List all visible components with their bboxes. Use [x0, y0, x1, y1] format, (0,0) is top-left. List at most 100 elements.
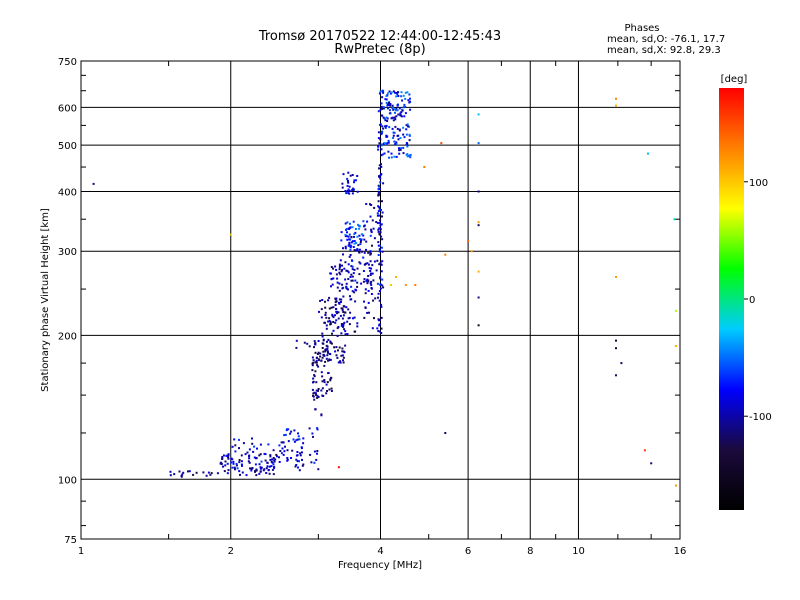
data-point — [408, 101, 411, 104]
data-point — [379, 276, 382, 279]
data-point — [380, 215, 383, 218]
data-point — [340, 332, 343, 335]
data-point — [378, 188, 381, 191]
data-point — [339, 361, 342, 364]
data-point — [223, 470, 226, 473]
data-point — [341, 287, 344, 290]
data-point — [320, 316, 323, 319]
data-point — [380, 263, 383, 266]
data-point — [353, 291, 356, 294]
data-point — [325, 357, 328, 360]
data-point — [354, 231, 357, 234]
colorbar-label: [deg] — [721, 74, 748, 85]
data-point — [330, 306, 333, 309]
data-point — [270, 465, 273, 468]
data-point — [325, 316, 328, 319]
data-point — [356, 322, 359, 325]
data-point — [324, 311, 327, 314]
data-point — [299, 454, 302, 457]
data-point — [402, 126, 405, 129]
data-point — [385, 95, 388, 97]
data-point — [341, 317, 344, 320]
y-tick-label: 100 — [58, 475, 77, 486]
data-point — [335, 273, 338, 276]
data-point — [324, 300, 326, 303]
data-point — [343, 267, 346, 270]
data-point — [353, 179, 356, 182]
data-point — [345, 269, 348, 272]
data-point — [316, 428, 319, 431]
data-point — [389, 103, 392, 105]
data-point — [326, 390, 328, 392]
data-point — [409, 156, 412, 159]
data-point — [315, 356, 318, 359]
data-point — [326, 347, 329, 350]
data-point — [317, 358, 320, 361]
data-point — [367, 263, 370, 266]
data-point — [317, 468, 320, 471]
data-point — [301, 451, 303, 454]
data-point — [236, 467, 239, 470]
data-point — [378, 248, 381, 251]
data-point — [440, 142, 443, 145]
data-point — [370, 230, 373, 232]
y-tick-label: 500 — [58, 141, 77, 152]
data-point — [378, 227, 381, 230]
data-point — [329, 321, 332, 324]
data-point — [620, 362, 623, 365]
data-point — [376, 212, 379, 215]
data-point — [329, 340, 332, 343]
data-point — [313, 398, 316, 401]
data-point — [332, 316, 335, 319]
x-tick-label: 1 — [78, 546, 84, 557]
data-point — [328, 296, 331, 299]
data-point — [398, 152, 401, 155]
data-point — [408, 93, 411, 96]
data-point — [178, 470, 181, 473]
data-point — [300, 447, 303, 450]
data-point — [388, 126, 391, 129]
data-point — [251, 437, 253, 440]
data-point — [396, 134, 399, 137]
data-point — [280, 441, 283, 444]
x-tick-label: 8 — [527, 546, 533, 557]
data-point — [250, 467, 253, 470]
data-point — [314, 361, 317, 364]
data-point — [291, 449, 294, 452]
data-point — [380, 163, 382, 166]
data-point — [379, 231, 382, 234]
data-point — [195, 471, 198, 474]
data-point — [406, 91, 409, 94]
data-point — [325, 383, 328, 386]
data-point — [381, 96, 384, 99]
data-point — [187, 470, 189, 473]
data-point — [352, 272, 355, 275]
data-point — [344, 344, 347, 347]
data-point — [377, 205, 380, 208]
data-point — [377, 148, 380, 151]
data-point — [356, 249, 359, 251]
data-point — [615, 104, 617, 107]
data-point — [326, 345, 329, 348]
data-point — [360, 238, 363, 241]
data-point — [232, 460, 235, 463]
data-point — [361, 250, 363, 253]
data-point — [363, 316, 366, 319]
data-point — [355, 241, 358, 244]
data-point — [298, 469, 301, 472]
data-point — [330, 387, 333, 390]
data-point — [258, 454, 261, 457]
data-point — [348, 255, 351, 258]
data-point — [351, 192, 354, 195]
data-point — [342, 295, 345, 298]
data-point — [312, 377, 315, 380]
data-point — [391, 106, 394, 109]
data-point — [335, 319, 338, 322]
data-point — [347, 308, 350, 311]
data-point — [345, 306, 348, 309]
data-point — [310, 461, 313, 464]
data-point — [393, 108, 396, 111]
data-point — [370, 283, 373, 286]
data-point — [396, 93, 399, 96]
data-point — [387, 150, 390, 153]
